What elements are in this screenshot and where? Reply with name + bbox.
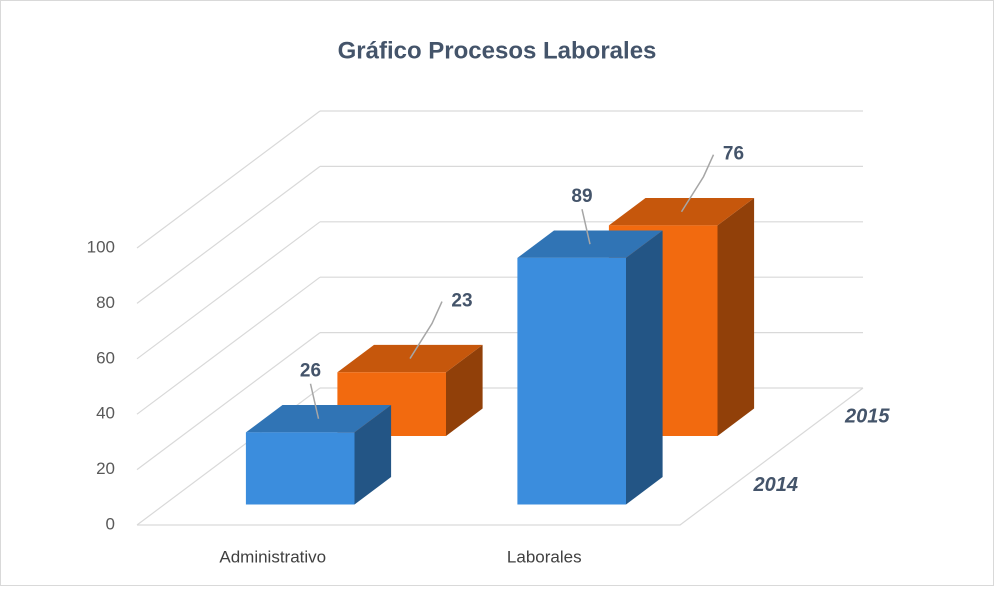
y-tick-label: 0 bbox=[106, 514, 115, 533]
leader-line bbox=[680, 154, 715, 213]
data-label: 76 bbox=[723, 144, 744, 165]
bar bbox=[245, 432, 355, 505]
grid-line bbox=[136, 165, 321, 304]
leader-line bbox=[409, 301, 443, 359]
y-tick-label: 100 bbox=[87, 237, 115, 256]
series-label: 2015 bbox=[844, 406, 890, 428]
floor-edge bbox=[137, 387, 864, 526]
y-tick-label: 20 bbox=[96, 459, 115, 478]
grid-line bbox=[136, 221, 321, 360]
chart-title: Gráfico Procesos Laborales bbox=[338, 37, 657, 64]
grid-line bbox=[136, 276, 321, 415]
data-label: 23 bbox=[451, 291, 472, 312]
grid-line bbox=[136, 110, 321, 249]
bar-side bbox=[717, 198, 755, 436]
y-tick-label: 60 bbox=[96, 348, 115, 367]
data-label: 26 bbox=[300, 361, 321, 382]
data-label: 89 bbox=[571, 186, 592, 207]
bar-side bbox=[354, 405, 392, 505]
x-tick-label: Laborales bbox=[507, 547, 582, 566]
x-tick-label: Administrativo bbox=[219, 547, 326, 566]
y-tick-label: 80 bbox=[96, 293, 115, 312]
series-label: 2014 bbox=[753, 474, 799, 496]
grid-line bbox=[136, 332, 321, 471]
y-tick-label: 40 bbox=[96, 404, 115, 423]
leader-line bbox=[309, 383, 320, 419]
bar-side bbox=[446, 344, 483, 436]
bar-side bbox=[626, 230, 663, 505]
bar bbox=[517, 257, 626, 505]
leader-line bbox=[581, 209, 591, 245]
